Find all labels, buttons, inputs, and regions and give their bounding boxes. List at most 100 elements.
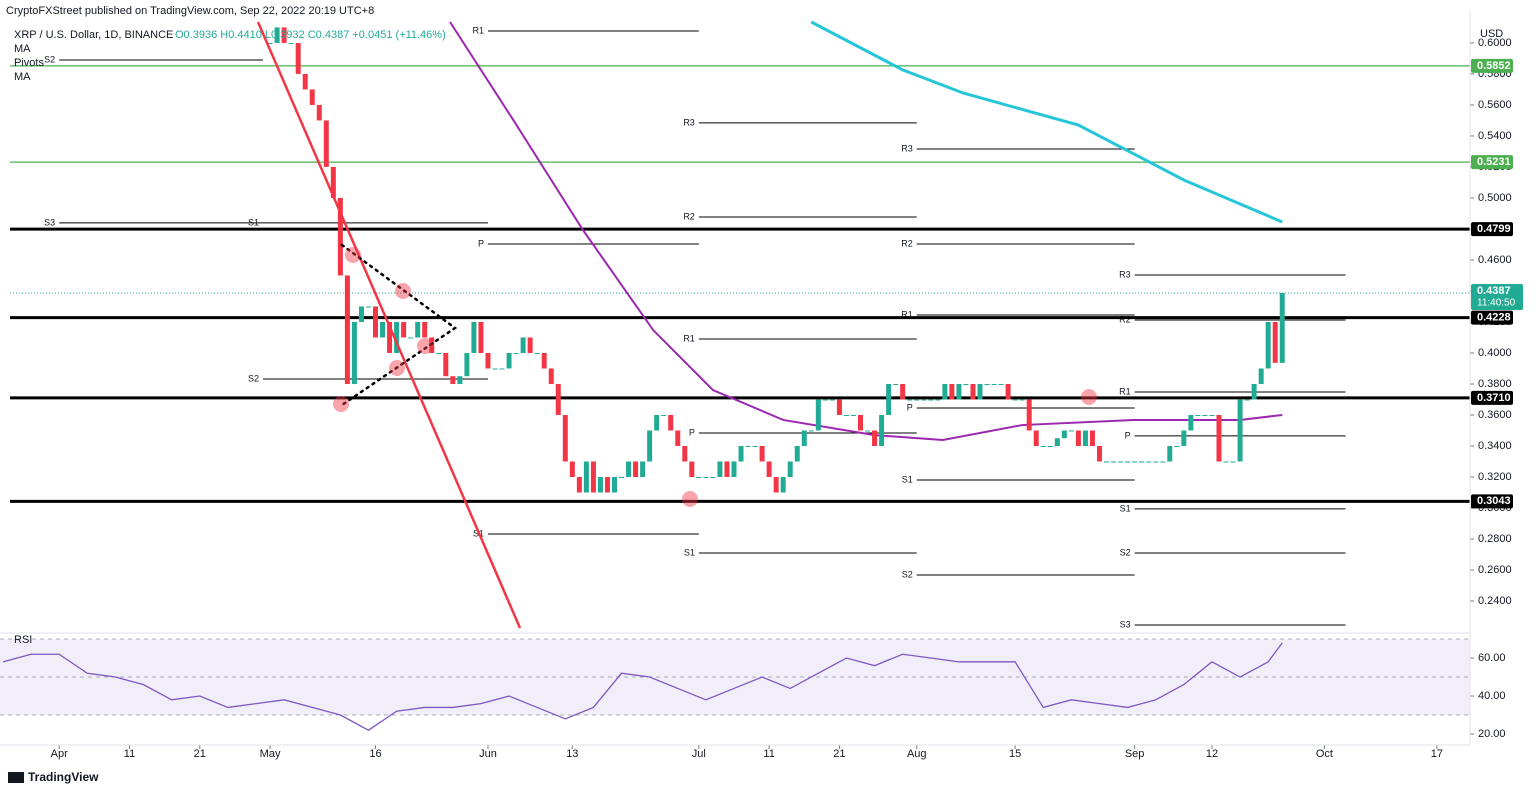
rsi-tick-label: 20.00 [1478,728,1506,740]
rsi-pane [0,638,1470,716]
candle-body [330,166,336,198]
level-label: 0.4228 [1477,312,1511,324]
levels [10,65,1470,503]
candle-body [900,383,906,400]
header: CryptoFXStreet published on TradingView.… [6,5,374,17]
pivot-label: R1 [472,25,484,35]
annotations [256,21,1097,629]
pivot-label: R3 [901,143,913,153]
x-tick-label: 17 [1431,748,1443,760]
candle-body [288,42,294,44]
candle-body [865,430,871,432]
candle-body [316,104,322,121]
candle-body [1146,461,1152,463]
candle-body [668,414,674,431]
pivot-label: R3 [1119,269,1131,279]
x-tick-label: May [260,748,281,760]
y-tick-label: 0.3400 [1478,440,1512,452]
candle-body [1153,461,1159,463]
candle-body [893,383,899,385]
y-tick-label: 0.4000 [1478,347,1512,359]
axes: 0.24000.26000.28000.30000.32000.34000.36… [51,37,1523,760]
candle-body [548,368,554,384]
x-tick-label: 21 [833,748,845,760]
candle-body [914,399,920,401]
level-label: 0.5231 [1477,156,1511,168]
candle-body [408,337,414,339]
candle-body [1012,399,1018,401]
candle-body [843,414,849,416]
candle-body [794,445,800,462]
x-tick-label: Jul [692,748,706,760]
candle-body [1272,321,1278,363]
candle-body [1279,292,1285,363]
pivot-label: P [1125,430,1131,440]
pivot-label: P [907,402,913,412]
pivot-label: S1 [1120,503,1131,513]
candle-body [696,476,702,478]
brand: TradingView [28,770,99,784]
candle-body [984,383,990,385]
candle-body [850,414,856,416]
candle-body [1019,399,1025,401]
candle-body [1167,445,1173,462]
moving-average [449,21,1283,441]
candle-body [450,376,456,384]
touch-points [333,247,1097,507]
candle-body [1244,399,1250,401]
candle-body [1047,445,1053,447]
candle-body [555,383,561,415]
y-tick-label: 0.5000 [1478,192,1512,204]
candle-body [1132,461,1138,463]
candle-body [682,445,688,462]
candle-body [436,352,442,354]
candle-body [422,321,428,338]
candle-body [717,461,723,477]
indicator: Pivots [14,57,44,69]
moving-averages [449,20,1283,441]
pivot-label: R2 [1119,314,1131,324]
candle-body [1089,430,1095,446]
candle-body [373,306,379,338]
candle-body [1111,461,1117,463]
candle-body [963,383,969,385]
candle-body [1251,383,1257,400]
candle-body [323,120,329,167]
candle-body [443,352,449,377]
candle-body [731,461,737,477]
y-tick-label: 0.2600 [1478,564,1512,576]
candle-body [1202,414,1208,416]
candle-body [710,476,716,478]
pivot-label: P [478,238,484,248]
candle-body [401,321,407,338]
marker [395,283,411,299]
candle-body [358,306,364,322]
candle-body [773,476,779,493]
candle-body [991,383,997,385]
level-tag [1471,310,1513,325]
rsi-title: RSI [14,634,32,646]
level-tag [1471,390,1513,405]
candle-body [295,42,301,74]
candle-body [1160,461,1166,463]
candle-body [365,306,371,308]
marker [389,360,405,376]
pivot-label: R2 [683,211,695,221]
candle-body [302,73,308,90]
pivot-label: S1 [684,547,695,557]
candle-body [1118,461,1124,463]
pivot-label: S3 [1120,619,1131,629]
candle-body [478,321,484,353]
candle-body [1139,461,1145,463]
candle-body [654,414,660,431]
candle-body [1195,414,1201,416]
candle-body [935,399,941,401]
candle-body [1075,430,1081,446]
candle-body [1068,430,1074,432]
candle-body [879,414,885,446]
y-tick-label: 0.3600 [1478,409,1512,421]
last-price-label: 0.4387 [1477,285,1511,297]
candle-body [1230,461,1236,463]
candle-body [703,476,709,478]
